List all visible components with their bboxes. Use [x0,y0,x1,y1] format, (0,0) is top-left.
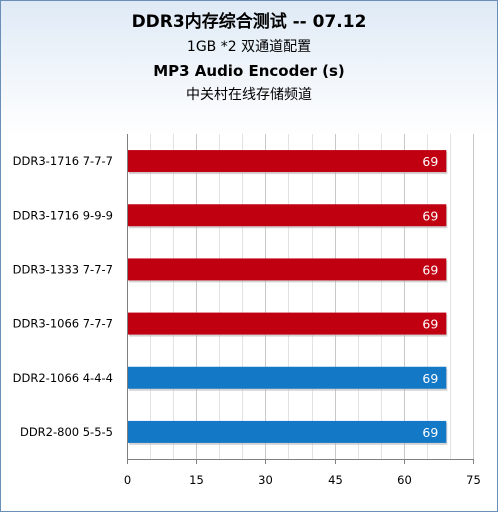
data-label: 69 [422,262,438,277]
chart-subtitle: 1GB *2 双通道配置 [186,39,312,55]
bar [128,258,447,281]
bar [128,312,447,335]
bar [128,150,447,173]
source-label: 中关村在线存储频道 [186,87,312,103]
bar [128,420,447,443]
bar [128,366,447,389]
category-label: DDR3-1333 7-7-7 [13,262,113,276]
category-label: DDR2-800 5-5-5 [20,425,113,439]
category-label: DDR3-1066 7-7-7 [13,317,113,331]
data-label: 69 [422,317,438,332]
x-tick-label: 45 [328,473,343,487]
x-tick-label: 0 [124,473,131,487]
plot-area [127,134,473,459]
category-label: DDR3-1716 9-9-9 [13,208,113,222]
bar [128,204,447,227]
data-label: 69 [422,154,438,169]
x-tick-label: 60 [397,473,412,487]
x-tick-label: 30 [258,473,273,487]
category-label: DDR2-1066 4-4-4 [13,371,113,385]
x-tick-label: 15 [189,473,204,487]
data-label: 69 [422,208,438,223]
test-name: MP3 Audio Encoder (s) [153,62,345,80]
data-label: 69 [422,371,438,386]
x-tick-label: 75 [466,473,481,487]
chart-header: DDR3内存综合测试 -- 07.12 1GB *2 双通道配置 MP3 Aud… [1,9,497,107]
chart-title: DDR3内存综合测试 -- 07.12 [131,12,367,32]
data-label: 69 [422,425,438,440]
category-label: DDR3-1716 7-7-7 [13,154,113,168]
